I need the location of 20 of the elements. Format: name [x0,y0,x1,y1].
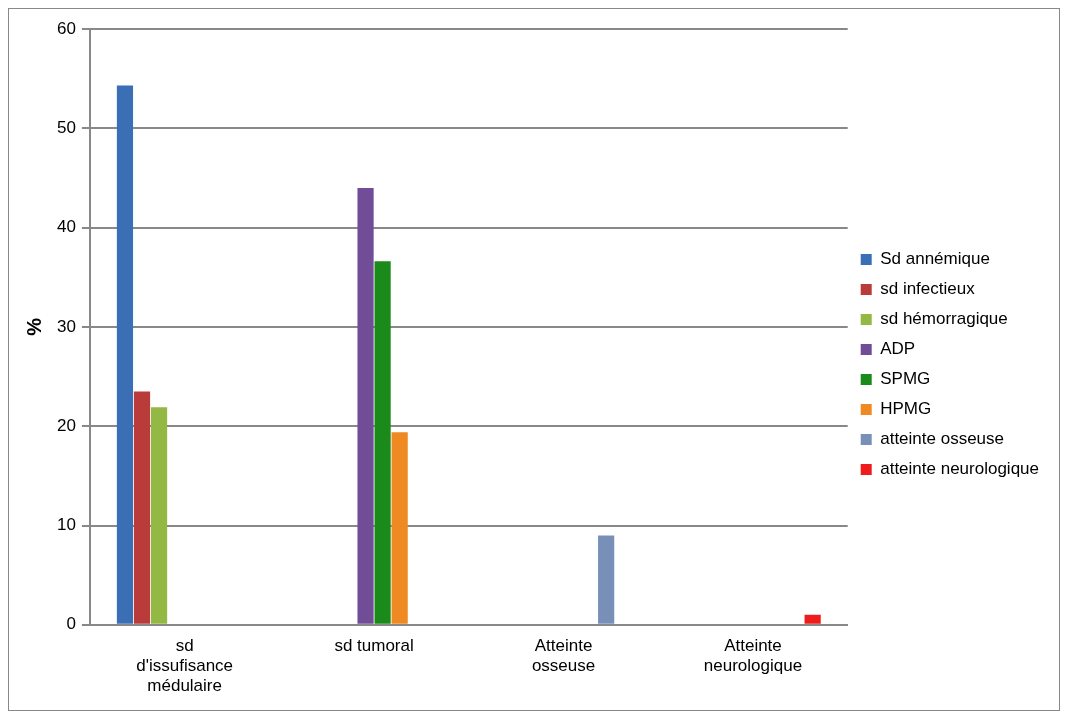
y-tick-label: 10 [56,515,76,535]
legend-label: ADP [880,339,916,359]
y-tick-label: 50 [56,117,76,137]
x-tick-label: sd d'issufisance médulaire [136,635,234,696]
legend-label: sd infectieux [880,279,976,299]
legend-label: sd hémorragique [880,309,1008,329]
y-tick-label: 20 [56,415,76,435]
legend-label: SPMG [880,369,931,389]
legend-label: atteinte osseuse [880,429,1005,449]
y-tick-label: 30 [56,316,76,336]
y-axis-title: % [22,317,45,336]
y-tick-label: 40 [56,217,76,237]
legend-label: atteinte neurologique [880,459,1039,479]
y-tick-label: 0 [66,614,76,634]
y-tick-label: 60 [56,18,76,38]
legend-label: HPMG [880,399,932,419]
x-tick-label: sd tumoral [334,635,414,655]
x-tick-label: Atteinte neurologique [703,635,803,676]
x-tick-label: Atteinte osseuse [531,635,596,676]
legend-label: Sd annémique [880,249,990,269]
